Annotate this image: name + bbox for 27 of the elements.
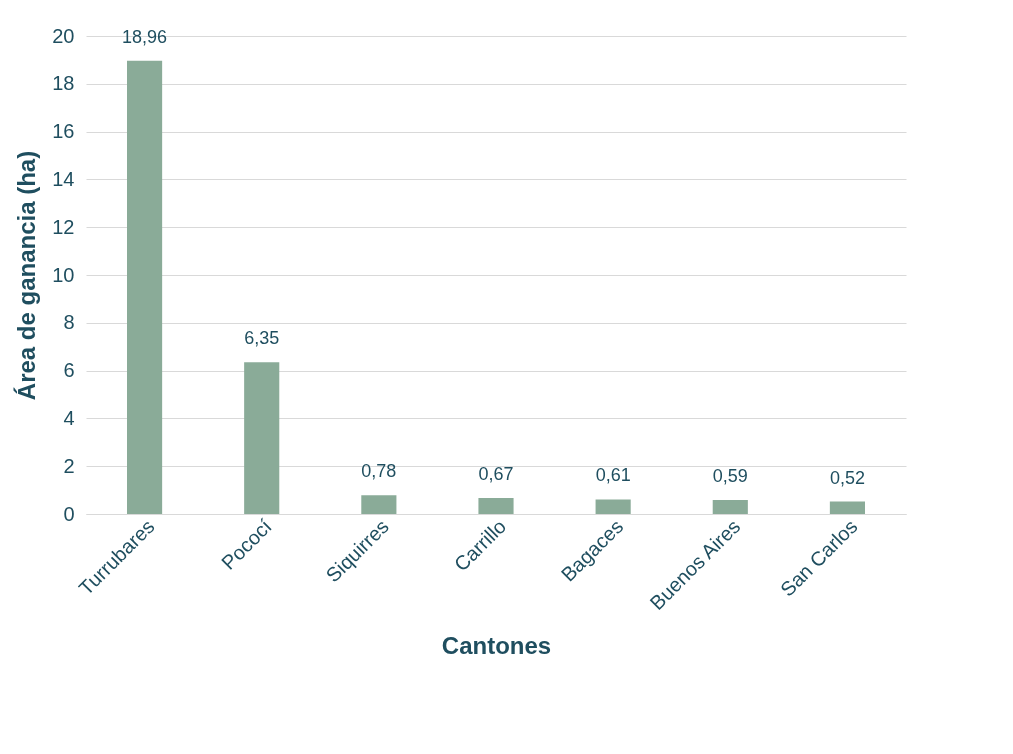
bar	[127, 60, 163, 514]
y-tick-label: 0	[63, 502, 75, 525]
data-label: 18,96	[122, 26, 168, 47]
y-axis-title: Área de ganancia (ha)	[13, 150, 41, 401]
data-label: 0,52	[829, 467, 865, 488]
bar	[712, 499, 748, 514]
bar	[361, 495, 397, 514]
y-tick-label: 18	[52, 72, 75, 95]
y-tick-label: 16	[52, 120, 75, 143]
bar	[478, 497, 514, 514]
y-tick-label: 8	[63, 311, 75, 334]
bar	[595, 499, 631, 514]
data-label: 6,35	[244, 328, 280, 349]
bar	[829, 501, 865, 514]
y-tick-label: 4	[63, 406, 75, 429]
data-label: 0,61	[595, 465, 631, 486]
bar	[244, 362, 280, 514]
data-label: 0,67	[478, 463, 514, 484]
y-tick-label: 2	[63, 454, 75, 477]
x-axis-title: Cantones	[441, 631, 552, 659]
data-label: 0,59	[712, 465, 748, 486]
y-tick-label: 6	[63, 359, 75, 382]
data-label: 0,78	[361, 461, 397, 482]
y-tick-label: 10	[52, 263, 75, 286]
y-tick-label: 14	[52, 167, 75, 190]
y-tick-label: 20	[52, 24, 75, 47]
y-tick-label: 12	[52, 215, 75, 238]
